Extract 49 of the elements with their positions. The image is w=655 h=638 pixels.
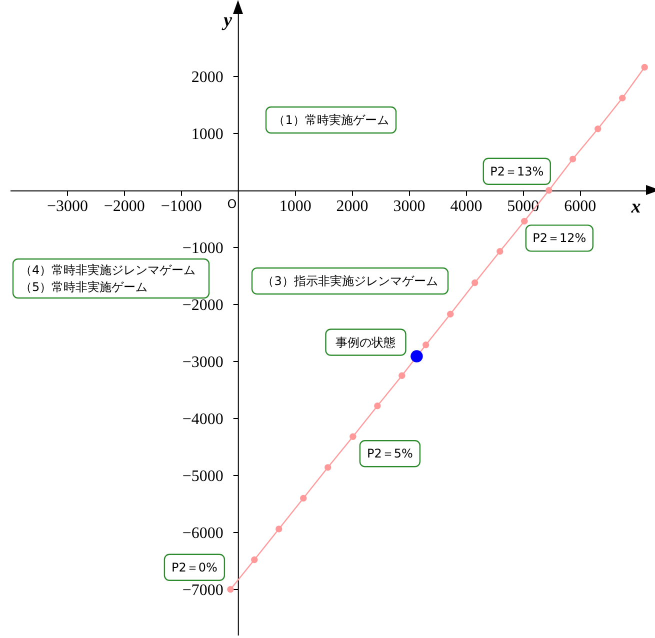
annotation: （3）指示非実施ジレンマゲーム <box>262 274 438 288</box>
y-tick-label: −6000 <box>182 524 224 542</box>
point <box>276 526 282 532</box>
x-tick-label: −2000 <box>104 198 145 215</box>
point <box>641 64 648 71</box>
point <box>300 494 307 502</box>
annotation: P2＝12% <box>532 231 586 246</box>
x-tick-label: −3000 <box>46 198 88 215</box>
point <box>496 248 504 255</box>
annotation: （4）常時非実施ジレンマゲーム <box>20 263 196 277</box>
y-tick-label: −5000 <box>182 468 224 485</box>
x-tick-label: 3000 <box>393 198 426 215</box>
x-tick-label: 5000 <box>507 198 540 215</box>
point <box>422 342 430 348</box>
x-tick-label: 2000 <box>336 198 368 215</box>
annotation: O <box>227 197 237 211</box>
x-tick-label: −1000 <box>160 198 202 215</box>
point <box>350 433 356 440</box>
x-tick-label: 1000 <box>279 198 312 215</box>
annotation: P2＝5% <box>366 446 413 461</box>
annotation: P2＝0% <box>171 560 218 574</box>
point <box>374 402 381 410</box>
point <box>619 94 626 102</box>
annotation: （1）常時実施ゲーム <box>273 113 389 127</box>
y-tick-label: −4000 <box>182 410 224 428</box>
point <box>546 187 552 194</box>
point <box>251 556 258 564</box>
x-tick-label: 6000 <box>564 198 596 215</box>
point <box>410 350 423 362</box>
point <box>446 310 454 318</box>
point <box>324 464 332 471</box>
point <box>594 125 602 132</box>
annotation: 事例の状態 <box>336 335 396 350</box>
y-tick-label: 2000 <box>191 68 224 86</box>
point <box>569 156 576 162</box>
point <box>521 218 528 225</box>
point <box>398 372 406 379</box>
y-tick-label: −3000 <box>182 354 224 371</box>
y-tick-label: −1000 <box>182 240 224 257</box>
annotation: （5）常時非実施ゲーム <box>20 280 148 294</box>
y-tick-label: −2000 <box>182 296 224 314</box>
annotation: P2＝13% <box>490 164 544 178</box>
y-axis-title: y <box>222 10 233 31</box>
point <box>227 586 234 593</box>
x-axis-title: x <box>630 196 642 218</box>
x-tick-label: 4000 <box>450 198 482 215</box>
y-tick-label: 1000 <box>191 126 224 143</box>
y-tick-label: −7000 <box>182 582 224 599</box>
point <box>471 279 478 286</box>
